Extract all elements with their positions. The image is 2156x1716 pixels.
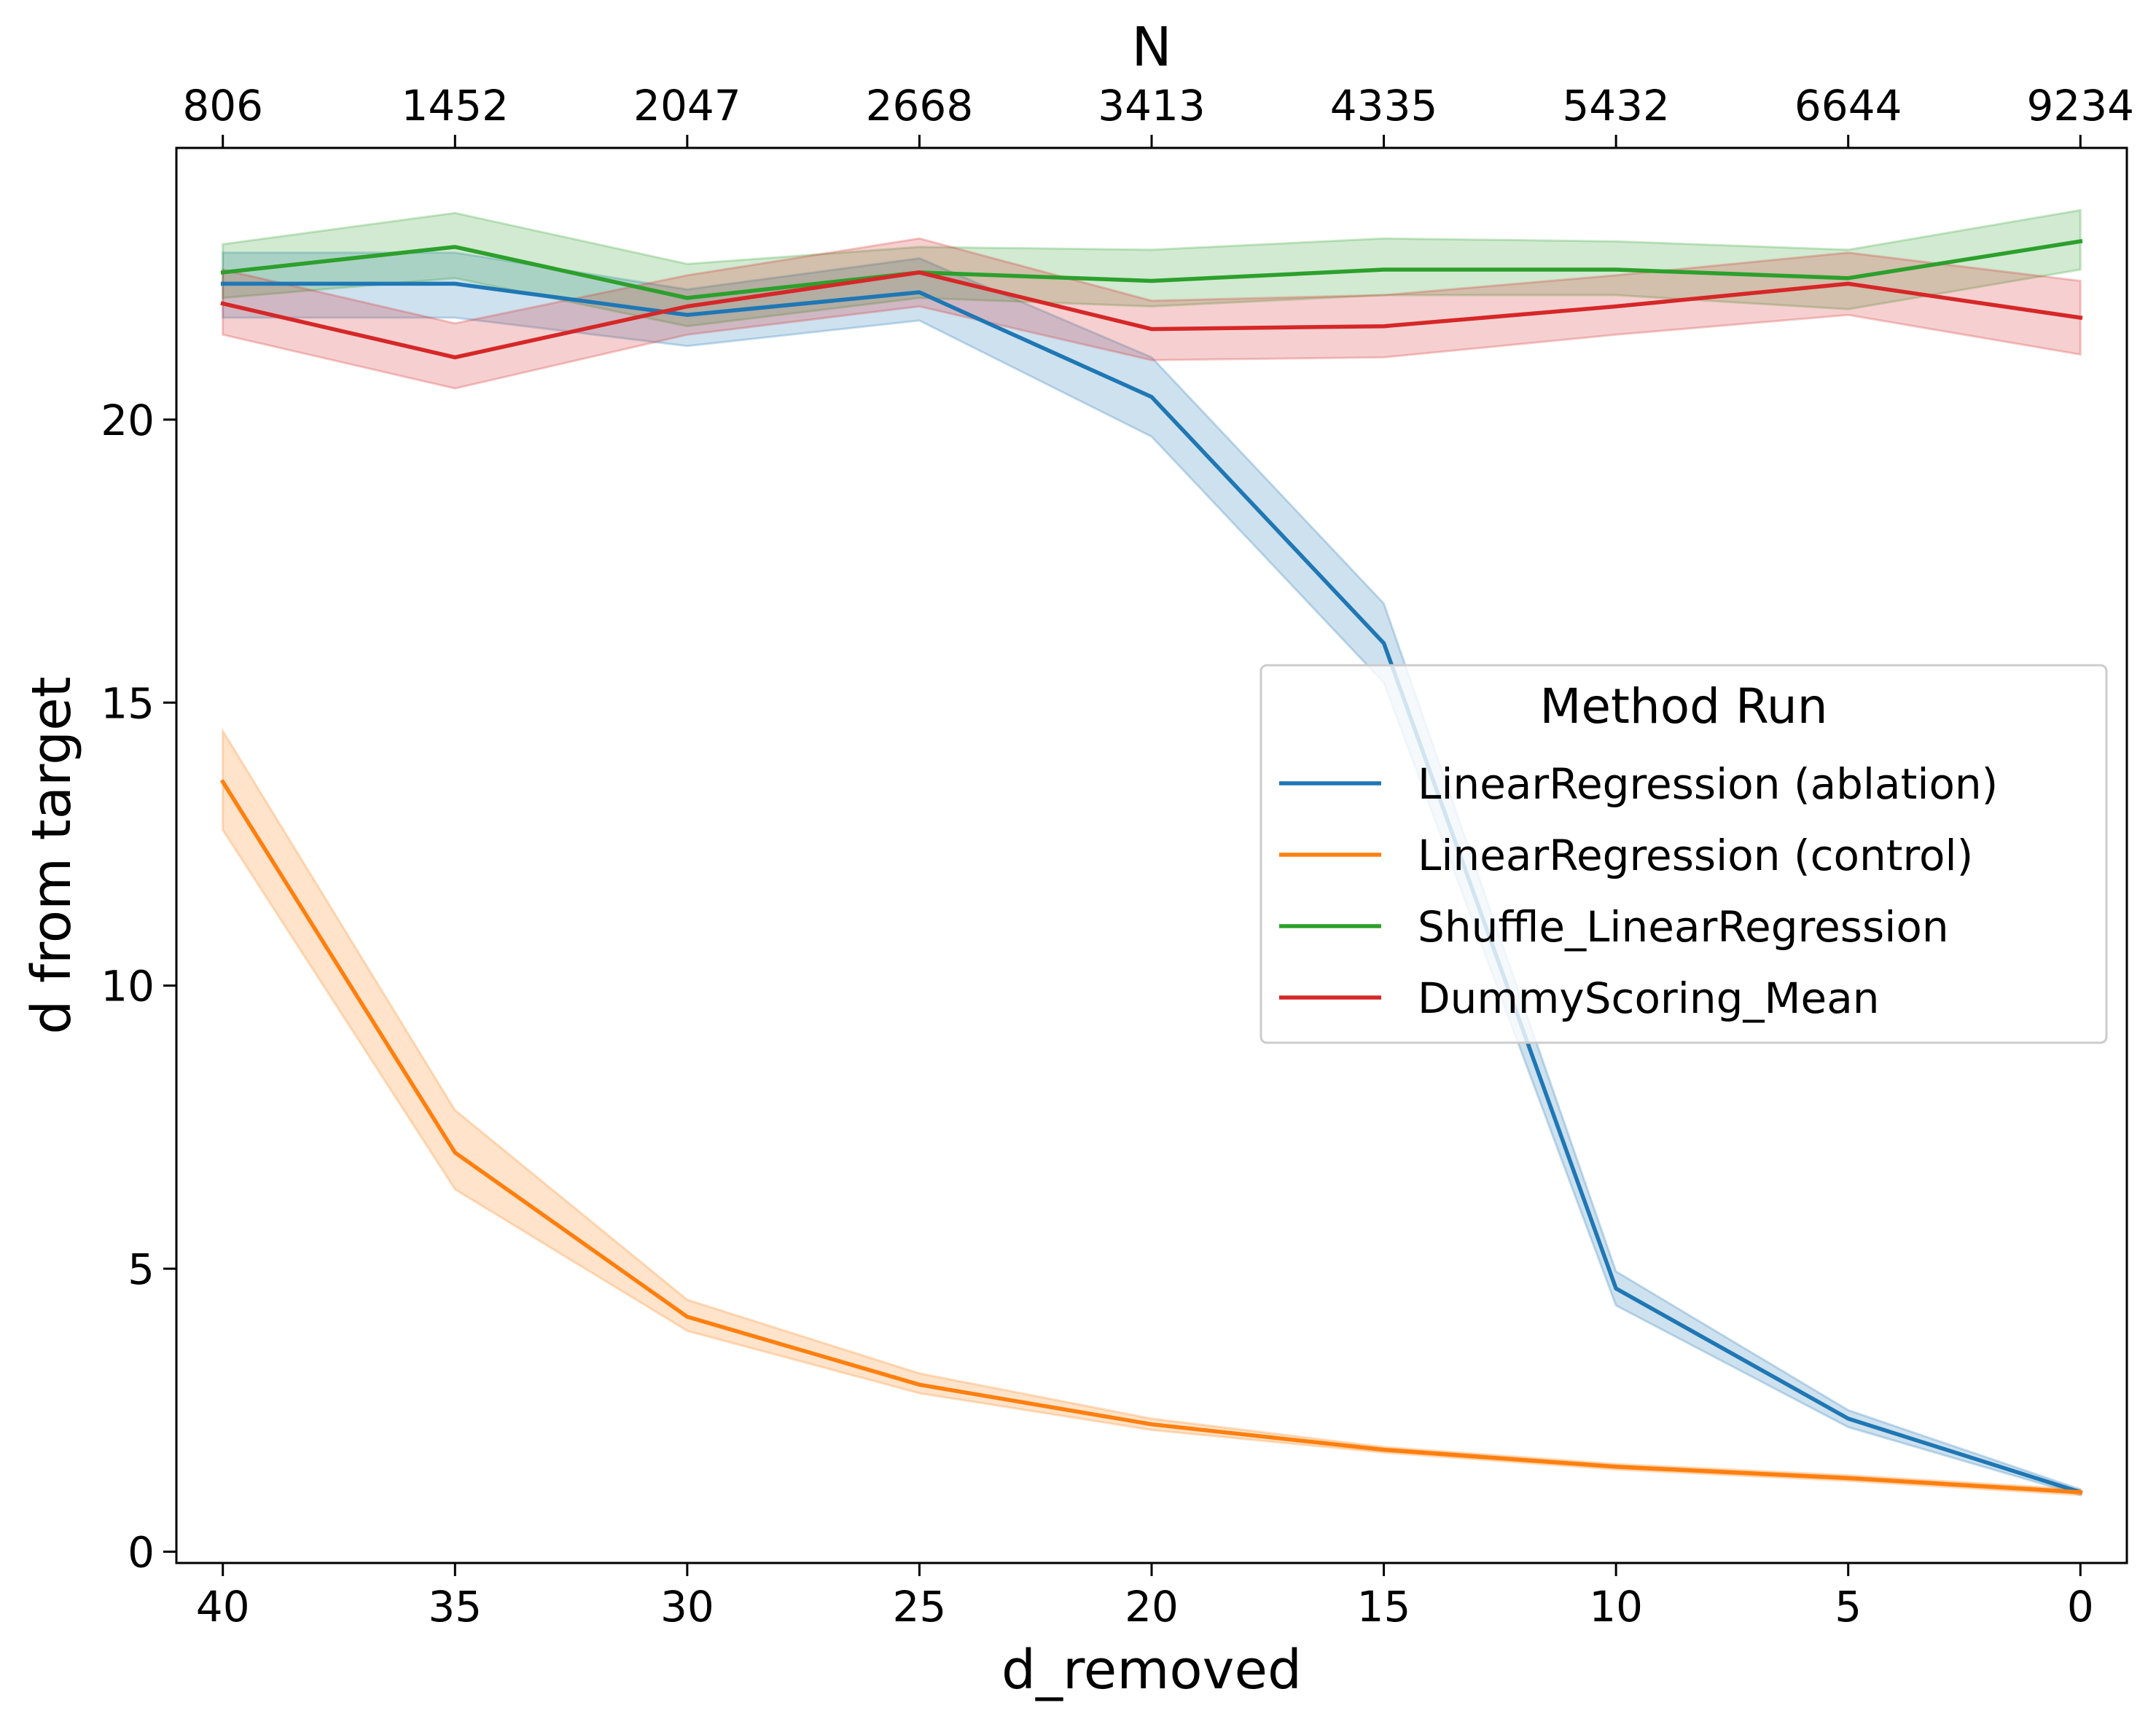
x-tick-label: 10	[1589, 1582, 1643, 1631]
top-tick-label: 9234	[2026, 81, 2134, 130]
legend-label-4: DummyScoring_Mean	[1418, 973, 1880, 1023]
top-tick-label: 1452	[401, 81, 509, 130]
top-tick-label: 2668	[866, 81, 974, 130]
series-line-2	[219, 779, 2083, 1494]
legend-label-1: LinearRegression (ablation)	[1418, 759, 1998, 809]
x-tick-label: 5	[1835, 1582, 1862, 1631]
y-tick-label: 0	[128, 1527, 155, 1577]
series-line-3	[220, 239, 2083, 300]
top-tick-label: 6644	[1794, 81, 1902, 130]
legend: Method Run LinearRegression (ablation)Li…	[1259, 664, 2108, 1044]
x-axis-title: d_removed	[1001, 1639, 1302, 1701]
legend-entries: LinearRegression (ablation) LinearRegress…	[1279, 759, 1998, 1023]
confidence-band-2	[222, 726, 2082, 1497]
x-tick-label: 20	[1125, 1582, 1179, 1631]
top-tick-label: 3413	[1098, 81, 1206, 130]
y-axis-title: d from target	[20, 676, 83, 1034]
x-tick-label: 35	[428, 1582, 482, 1631]
y-tick-label: 10	[101, 962, 155, 1011]
y-tick-label: 20	[101, 396, 155, 445]
y-tick-label: 5	[128, 1245, 155, 1294]
y-tick-label: 15	[101, 678, 155, 728]
y-axis-ticks: 0 5 10 15 20	[101, 396, 176, 1577]
series-line-4	[220, 270, 2083, 360]
top-tick-label: 4335	[1330, 81, 1438, 130]
legend-title: Method Run	[1539, 678, 1827, 734]
legend-label-3: Shuffle_LinearRegression	[1418, 902, 1949, 952]
legend-label-2: LinearRegression (control)	[1418, 831, 1973, 880]
series-lines	[219, 239, 2083, 1495]
series-line-1	[220, 281, 2083, 1495]
top-axis-title: N	[1131, 16, 1171, 79]
top-tick-label: 806	[182, 81, 263, 130]
confidence-band-1	[222, 251, 2082, 1497]
x-axis-ticks: 40 35 30 25 20 15 10 5 0	[196, 1563, 2094, 1631]
confidence-band-4	[222, 237, 2082, 390]
x-tick-label: 25	[893, 1582, 947, 1631]
top-axis-ticks: 806 1452 2047 2668 3413 4335 5432 6644 9234	[182, 81, 2134, 148]
x-tick-label: 30	[660, 1582, 714, 1631]
x-tick-label: 15	[1357, 1582, 1411, 1631]
top-tick-label: 5432	[1562, 81, 1670, 130]
top-tick-label: 2047	[633, 81, 741, 130]
legend-box	[1259, 664, 2108, 1044]
x-tick-label: 0	[2067, 1582, 2094, 1631]
x-tick-label: 40	[196, 1582, 250, 1631]
